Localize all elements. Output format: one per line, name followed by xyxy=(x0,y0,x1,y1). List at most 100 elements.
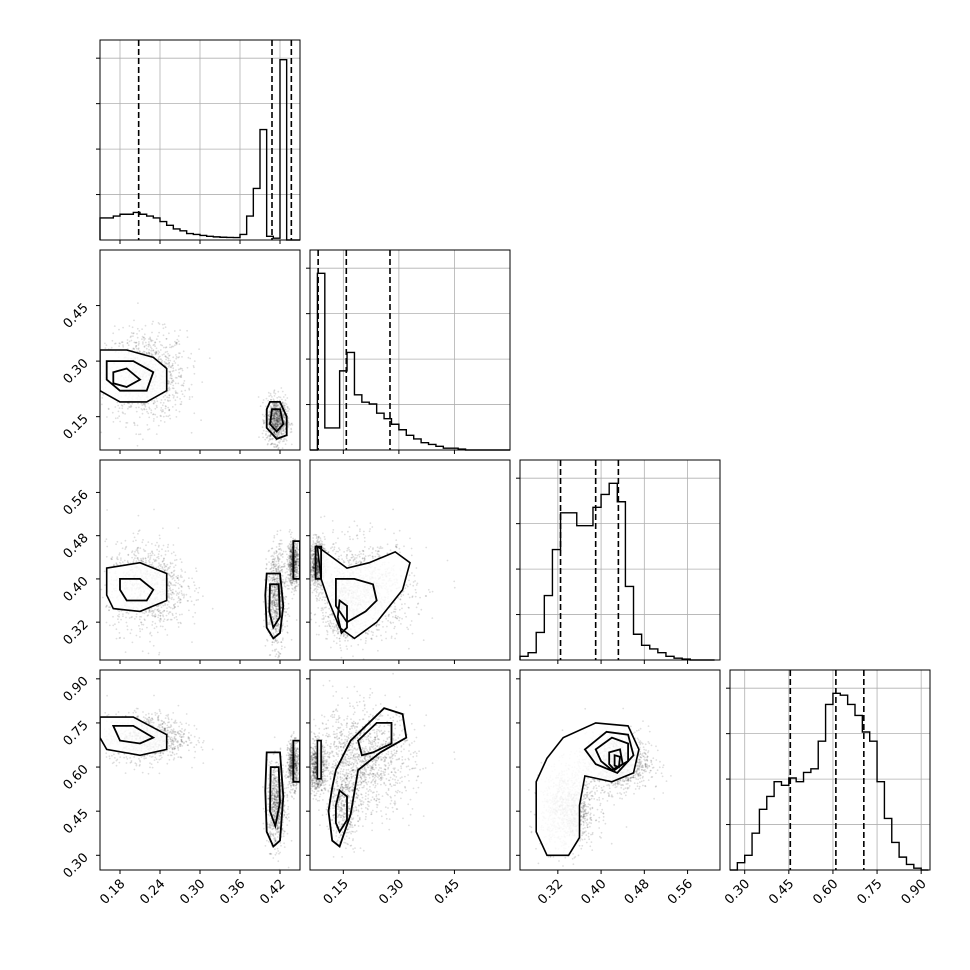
sample-point xyxy=(163,559,165,561)
sample-point xyxy=(161,411,163,413)
scatter-panel-0-1 xyxy=(71,250,300,466)
sample-point xyxy=(368,555,370,557)
sample-point xyxy=(151,564,153,566)
sample-point xyxy=(180,558,182,560)
sample-point xyxy=(273,413,275,415)
sample-point xyxy=(184,390,186,392)
sample-point xyxy=(179,602,181,604)
sample-point xyxy=(101,397,103,399)
sample-point xyxy=(118,438,120,440)
sample-point xyxy=(357,538,359,540)
scatter-panel-1-2 xyxy=(280,460,510,673)
sample-point xyxy=(275,648,277,650)
sample-point xyxy=(194,584,196,586)
sample-point xyxy=(278,396,280,398)
sample-point xyxy=(122,346,124,348)
sample-point xyxy=(112,616,114,618)
sample-point xyxy=(395,539,397,541)
sample-point xyxy=(105,347,107,349)
sample-point xyxy=(294,581,296,583)
sample-point xyxy=(267,607,269,609)
sample-point xyxy=(179,411,181,413)
sample-point xyxy=(271,613,273,615)
sample-point xyxy=(282,402,284,404)
sample-point xyxy=(363,534,365,536)
sample-point xyxy=(292,598,294,600)
sample-point xyxy=(277,417,279,419)
sample-point xyxy=(175,613,177,615)
sample-point xyxy=(289,531,291,533)
sample-point xyxy=(158,608,160,610)
sample-point xyxy=(170,593,172,595)
sample-point xyxy=(287,577,289,579)
sample-point xyxy=(168,394,170,396)
sample-point xyxy=(137,558,139,560)
sample-point xyxy=(171,382,173,384)
sample-point xyxy=(283,396,285,398)
sample-point xyxy=(296,549,298,551)
panel-frame xyxy=(520,460,720,660)
sample-point xyxy=(104,571,106,573)
sample-point xyxy=(170,373,172,375)
sample-point xyxy=(144,409,146,411)
sample-point xyxy=(165,406,167,408)
sample-point xyxy=(168,594,170,596)
sample-point xyxy=(286,577,288,579)
sample-point xyxy=(183,350,185,352)
sample-point xyxy=(385,638,387,640)
sample-point xyxy=(134,557,136,559)
sample-point xyxy=(276,589,278,591)
sample-point xyxy=(100,432,102,434)
sample-point xyxy=(175,404,177,406)
sample-point xyxy=(153,413,155,415)
sample-point xyxy=(332,632,334,634)
sample-point xyxy=(138,330,140,332)
sample-point xyxy=(172,592,174,594)
sample-point xyxy=(106,546,108,548)
sample-point xyxy=(158,332,160,334)
sample-point xyxy=(297,543,299,545)
sample-point xyxy=(194,590,196,592)
sample-point xyxy=(166,619,168,621)
sample-point xyxy=(285,438,287,440)
sample-point xyxy=(372,634,374,636)
sample-point xyxy=(285,551,287,553)
sample-point xyxy=(277,574,279,576)
sample-point xyxy=(295,615,297,617)
sample-point xyxy=(138,341,140,343)
sample-point xyxy=(87,567,89,569)
sample-point xyxy=(262,437,264,439)
sample-point xyxy=(147,553,149,555)
sample-point xyxy=(275,655,277,657)
sample-point xyxy=(286,581,288,583)
sample-point xyxy=(156,398,158,400)
sample-point xyxy=(272,616,274,618)
sample-point xyxy=(290,541,292,543)
sample-point xyxy=(276,406,278,408)
sample-point xyxy=(400,623,402,625)
sample-point xyxy=(188,389,190,391)
sample-point xyxy=(151,348,153,350)
sample-point xyxy=(350,557,352,559)
sample-point xyxy=(160,615,162,617)
sample-point xyxy=(268,561,270,563)
sample-point xyxy=(152,613,154,615)
sample-point xyxy=(394,611,396,613)
sample-point xyxy=(167,568,169,570)
sample-point xyxy=(297,573,299,575)
sample-point xyxy=(163,347,165,349)
sample-point xyxy=(165,362,167,364)
sample-point xyxy=(131,340,133,342)
sample-point xyxy=(275,434,277,436)
sample-point xyxy=(119,421,121,423)
sample-point xyxy=(166,634,168,636)
sample-point xyxy=(166,338,168,340)
sample-point xyxy=(140,558,142,560)
sample-point xyxy=(137,302,139,304)
sample-point xyxy=(272,443,274,445)
sample-point xyxy=(158,556,160,558)
sample-point xyxy=(104,541,106,543)
sample-point xyxy=(149,641,151,643)
sample-point xyxy=(118,621,120,623)
sample-point xyxy=(263,601,265,603)
